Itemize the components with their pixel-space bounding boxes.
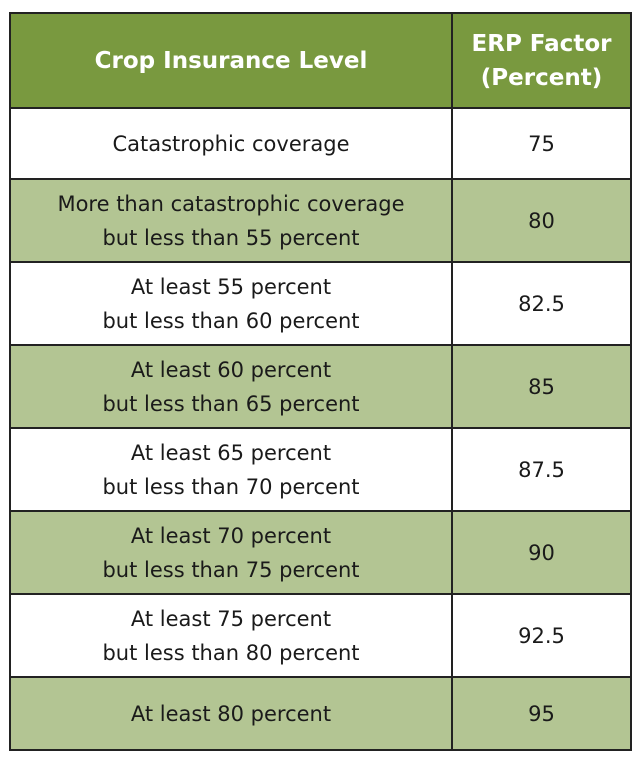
table-row: At least 80 percent 95	[9, 676, 632, 751]
level-cell: More than catastrophic coverage but less…	[9, 178, 453, 263]
factor-cell: 95	[451, 676, 632, 751]
table-row: At least 65 percent but less than 70 per…	[9, 427, 632, 512]
level-line: At least 60 percent	[130, 357, 332, 382]
factor-cell: 92.5	[451, 593, 632, 678]
table-row: At least 75 percent but less than 80 per…	[9, 593, 632, 678]
level-line: At least 55 percent	[130, 274, 332, 299]
header-row: Crop Insurance Level ERP Factor (Percent…	[9, 12, 632, 109]
level-cell: At least 75 percent but less than 80 per…	[9, 593, 453, 678]
header-erp-factor: ERP Factor (Percent)	[451, 12, 632, 109]
level-cell: Catastrophic coverage	[9, 107, 453, 180]
factor-cell: 90	[451, 510, 632, 595]
level-line: At least 75 percent	[130, 606, 332, 631]
level-line: but less than 60 percent	[102, 308, 360, 333]
factor-cell: 85	[451, 344, 632, 429]
table-row: At least 70 percent but less than 75 per…	[9, 510, 632, 595]
level-line: At least 70 percent	[130, 523, 332, 548]
table-row: More than catastrophic coverage but less…	[9, 178, 632, 263]
level-line: but less than 75 percent	[102, 557, 360, 582]
factor-cell: 82.5	[451, 261, 632, 346]
erp-factor-table: Crop Insurance Level ERP Factor (Percent…	[9, 12, 632, 751]
level-line: but less than 55 percent	[102, 225, 360, 250]
level-line: At least 80 percent	[130, 701, 332, 726]
level-cell: At least 60 percent but less than 65 per…	[9, 344, 453, 429]
level-cell: At least 70 percent but less than 75 per…	[9, 510, 453, 595]
level-line: but less than 70 percent	[102, 474, 360, 499]
header-erp-factor-line2: (Percent)	[480, 64, 603, 91]
level-line: More than catastrophic coverage	[57, 191, 405, 216]
header-erp-factor-line1: ERP Factor	[471, 30, 612, 57]
table-row: At least 60 percent but less than 65 per…	[9, 344, 632, 429]
level-line: but less than 80 percent	[102, 640, 360, 665]
level-cell: At least 65 percent but less than 70 per…	[9, 427, 453, 512]
header-crop-insurance-level: Crop Insurance Level	[9, 12, 453, 109]
factor-cell: 87.5	[451, 427, 632, 512]
level-line: At least 65 percent	[130, 440, 332, 465]
factor-cell: 75	[451, 107, 632, 180]
factor-cell: 80	[451, 178, 632, 263]
level-cell: At least 55 percent but less than 60 per…	[9, 261, 453, 346]
level-line: but less than 65 percent	[102, 391, 360, 416]
level-cell: At least 80 percent	[9, 676, 453, 751]
table-row: At least 55 percent but less than 60 per…	[9, 261, 632, 346]
level-line: Catastrophic coverage	[112, 131, 350, 156]
table-row: Catastrophic coverage 75	[9, 107, 632, 180]
